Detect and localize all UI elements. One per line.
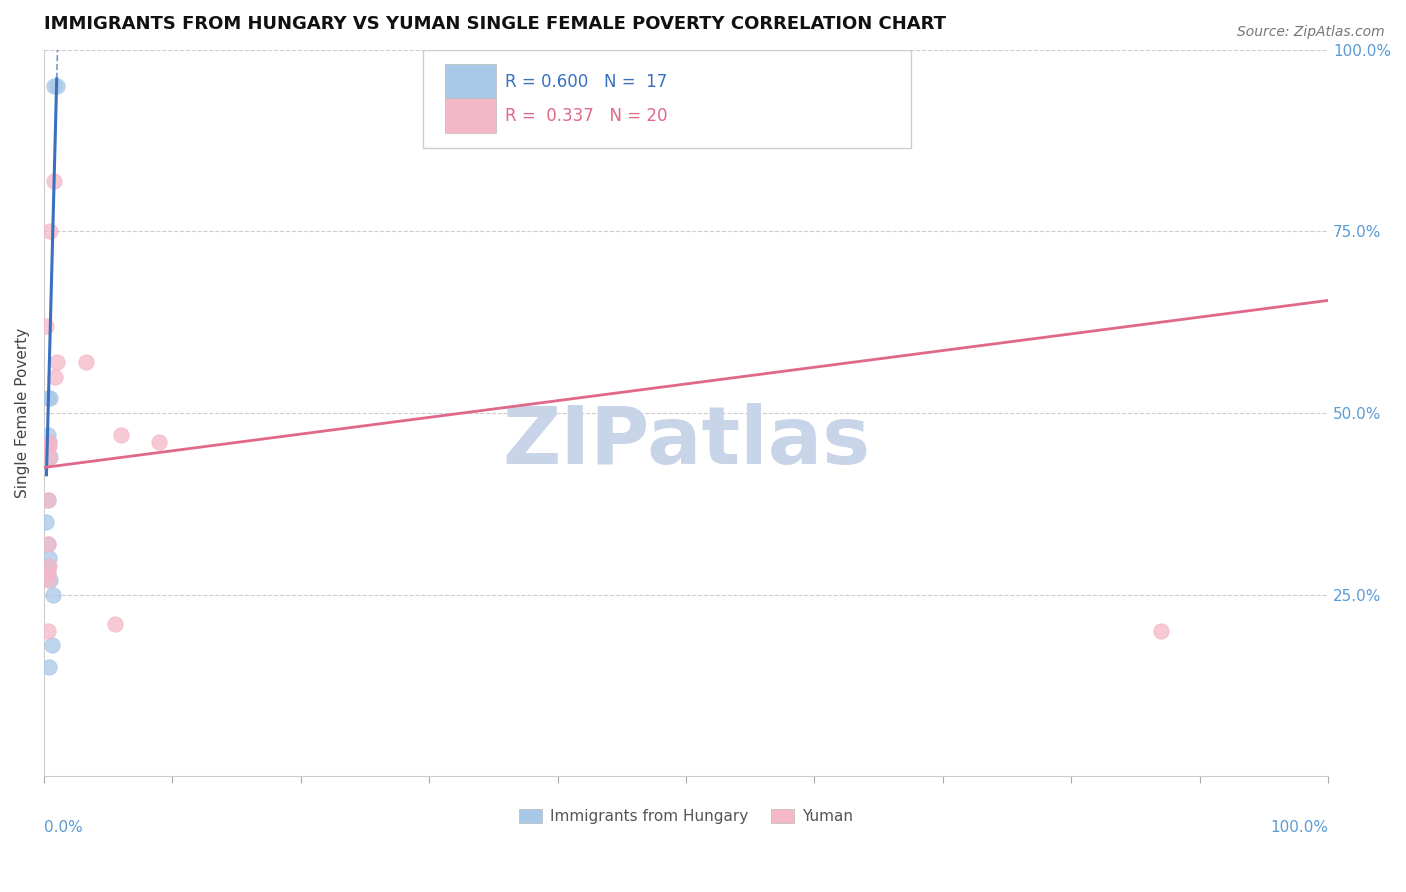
Point xyxy=(42,588,65,602)
Point xyxy=(45,79,67,94)
Point xyxy=(37,537,59,551)
Point xyxy=(37,537,59,551)
Point xyxy=(44,369,66,384)
Text: Source: ZipAtlas.com: Source: ZipAtlas.com xyxy=(1237,25,1385,39)
Point xyxy=(38,551,60,566)
Point xyxy=(37,566,59,580)
Text: 100.0%: 100.0% xyxy=(1270,820,1329,835)
Point xyxy=(37,392,59,406)
Point xyxy=(110,427,132,442)
Point xyxy=(38,435,60,450)
Point xyxy=(41,639,63,653)
Point xyxy=(37,566,59,580)
Text: R =  0.337   N = 20: R = 0.337 N = 20 xyxy=(505,107,668,125)
Point xyxy=(148,435,170,450)
Text: R = 0.600   N =  17: R = 0.600 N = 17 xyxy=(505,73,668,91)
FancyBboxPatch shape xyxy=(423,50,911,148)
Text: ZIPatlas: ZIPatlas xyxy=(502,403,870,481)
Point xyxy=(1150,624,1173,638)
Point xyxy=(39,573,62,587)
Point xyxy=(103,616,125,631)
Point xyxy=(44,173,66,187)
Point xyxy=(37,439,59,453)
Point xyxy=(38,450,60,464)
Point xyxy=(39,450,62,464)
Point xyxy=(37,558,59,573)
Point xyxy=(45,355,67,369)
Text: 0.0%: 0.0% xyxy=(44,820,83,835)
Point xyxy=(38,558,60,573)
Point xyxy=(35,515,58,529)
Point xyxy=(44,79,66,94)
Point xyxy=(37,493,59,508)
FancyBboxPatch shape xyxy=(444,98,496,134)
Y-axis label: Single Female Poverty: Single Female Poverty xyxy=(15,328,30,498)
Point xyxy=(37,427,59,442)
Point xyxy=(38,435,60,450)
Point xyxy=(39,224,62,238)
Point xyxy=(37,624,59,638)
Point xyxy=(38,439,60,453)
Point xyxy=(37,573,59,587)
FancyBboxPatch shape xyxy=(444,64,496,99)
Text: IMMIGRANTS FROM HUNGARY VS YUMAN SINGLE FEMALE POVERTY CORRELATION CHART: IMMIGRANTS FROM HUNGARY VS YUMAN SINGLE … xyxy=(44,15,946,33)
Point xyxy=(35,318,58,333)
Point xyxy=(75,355,97,369)
Legend: Immigrants from Hungary, Yuman: Immigrants from Hungary, Yuman xyxy=(513,803,859,830)
Point xyxy=(38,660,60,674)
Point xyxy=(37,493,59,508)
Point xyxy=(39,392,62,406)
